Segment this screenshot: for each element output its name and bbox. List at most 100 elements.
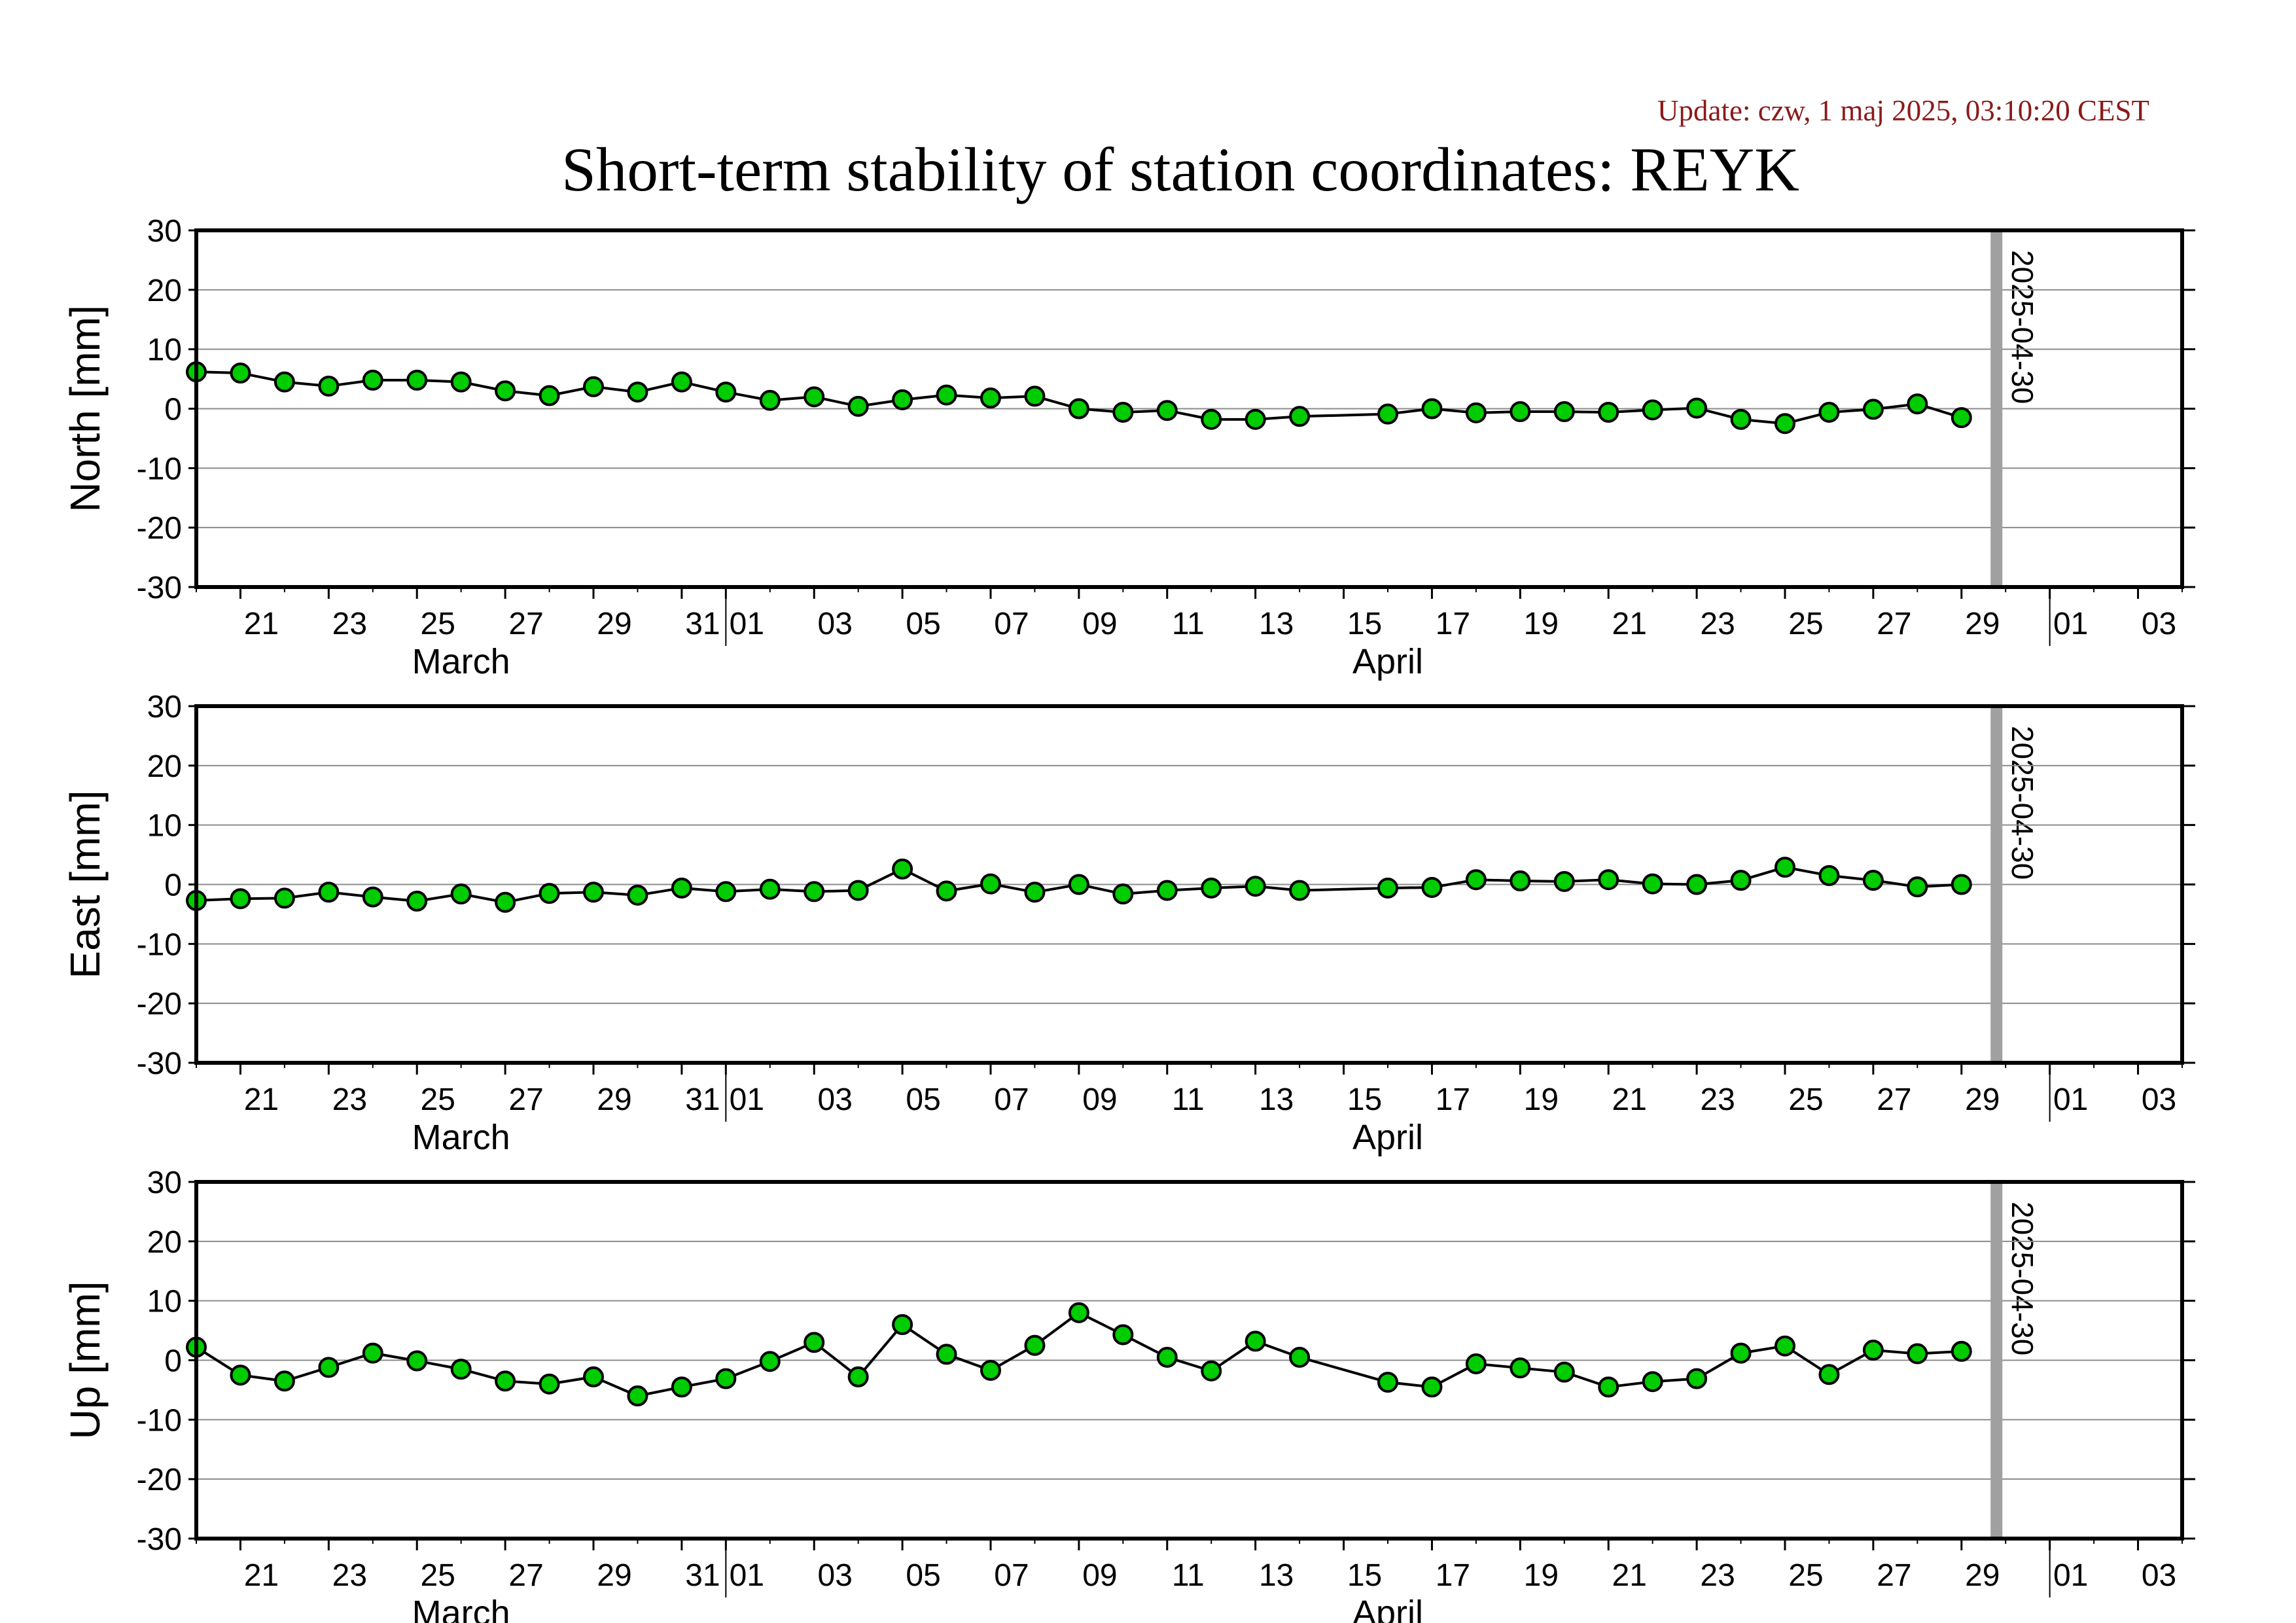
x-tick-label: 03	[2142, 607, 2176, 641]
x-tick-label: 03	[818, 607, 853, 641]
x-tick-label: 23	[332, 607, 367, 641]
data-point	[1818, 401, 1840, 423]
y-tick-label: -10	[137, 1403, 182, 1438]
x-tick-label: 03	[818, 1558, 853, 1593]
x-tick-label: 15	[1347, 607, 1382, 641]
data-point	[671, 877, 692, 899]
y-tick-label: 0	[164, 1344, 182, 1379]
data-point	[495, 380, 516, 402]
x-tick-label: 01	[730, 1558, 764, 1593]
data-point	[1775, 1335, 1795, 1357]
data-point	[980, 873, 1001, 895]
data-point	[274, 887, 295, 909]
y-tick-label: -30	[137, 1046, 182, 1081]
data-point	[1156, 880, 1178, 901]
x-tick-label: 29	[1965, 607, 2000, 641]
data-point	[1907, 393, 1928, 415]
x-tick-label: 25	[421, 607, 455, 641]
update-timestamp: Update: czw, 1 maj 2025, 03:10:20 CEST	[1657, 94, 2149, 127]
x-tick-label: 07	[994, 1082, 1029, 1117]
data-point	[495, 1370, 516, 1392]
data-point	[1598, 869, 1619, 891]
series-line	[195, 1311, 1962, 1398]
data-point	[1201, 1360, 1222, 1382]
data-point	[230, 888, 251, 910]
up-panel: Up [mm] 2025-04-30 March April -30 -20 -10…	[62, 1166, 2195, 1623]
data-point	[1907, 1343, 1928, 1364]
x-tick-label: 03	[2142, 1558, 2176, 1593]
y-tick-label: 10	[147, 333, 182, 368]
y-tick-label: 30	[147, 214, 182, 249]
y-axis-label: North [mm]	[62, 305, 109, 512]
x-tick-label: 01	[2053, 607, 2088, 641]
data-point	[804, 881, 825, 902]
data-point	[1068, 874, 1089, 895]
data-point	[671, 371, 692, 393]
month-label-march: March	[412, 1118, 510, 1157]
data-point	[627, 1385, 648, 1406]
data-point	[1686, 874, 1708, 895]
data-point	[1245, 876, 1266, 897]
x-tick-label: 29	[1965, 1558, 2000, 1593]
data-point	[1951, 1340, 1972, 1362]
x-tick-label: 05	[906, 607, 940, 641]
y-tick-label: 10	[147, 1285, 182, 1319]
x-tick-label: 03	[818, 1082, 853, 1117]
data-point	[1775, 857, 1795, 878]
y-tick-label: 0	[164, 393, 182, 427]
x-tick-label: 23	[1700, 1558, 1735, 1593]
y-tick-label: 30	[147, 690, 182, 724]
data-point	[1289, 880, 1311, 901]
x-tick-label: 11	[1172, 607, 1205, 641]
data-point	[1421, 398, 1443, 419]
x-tick-label: 21	[1612, 607, 1647, 641]
data-point	[1775, 413, 1795, 435]
data-point	[362, 369, 383, 391]
data-point	[1465, 1353, 1487, 1374]
month-label-april: April	[1352, 1594, 1423, 1623]
x-tick-label: 27	[1877, 607, 1911, 641]
x-tick-label: 19	[1524, 607, 1559, 641]
y-tick-label: 20	[147, 749, 182, 784]
data-point	[1862, 399, 1884, 420]
data-point	[847, 880, 869, 901]
data-point	[1553, 870, 1575, 892]
data-point	[936, 1344, 957, 1365]
data-point	[1642, 873, 1663, 895]
data-point	[1201, 877, 1222, 899]
x-tick-label: 29	[597, 1558, 631, 1593]
y-tick-label: 0	[164, 868, 182, 903]
data-point	[1510, 870, 1531, 892]
x-tick-label: 25	[1788, 1558, 1823, 1593]
x-tick-label: 23	[332, 1558, 367, 1593]
data-point	[318, 1357, 340, 1378]
data-point	[539, 385, 560, 406]
month-label-april: April	[1352, 642, 1423, 681]
data-point	[1245, 408, 1266, 430]
x-tick-label: 29	[597, 607, 631, 641]
data-point	[1951, 407, 1972, 429]
data-point	[1553, 401, 1575, 423]
data-point	[1686, 1368, 1708, 1389]
x-tick-label: 01	[2053, 1082, 2088, 1117]
x-tick-label: 01	[730, 1082, 764, 1117]
plot-frame	[194, 1180, 2184, 1541]
east-panel: East [mm] 2025-04-30 March April -30 -20 -…	[62, 690, 2195, 1157]
x-tick-label: 27	[508, 1082, 543, 1117]
x-tick-label: 31	[685, 1558, 720, 1593]
data-point	[1730, 870, 1752, 891]
data-point	[892, 858, 913, 880]
x-tick-label: 19	[1524, 1082, 1559, 1117]
date-marker-label: 2025-04-30	[2005, 250, 2040, 404]
data-point	[936, 880, 957, 902]
x-tick-label: 17	[1436, 1082, 1470, 1117]
data-point	[1818, 1364, 1840, 1385]
data-point	[715, 1368, 737, 1389]
data-point	[759, 878, 781, 900]
data-point	[1421, 877, 1443, 899]
data-point	[804, 1332, 825, 1353]
x-tick-label: 07	[994, 607, 1029, 641]
data-point	[1907, 876, 1928, 898]
data-point	[1553, 1361, 1575, 1383]
